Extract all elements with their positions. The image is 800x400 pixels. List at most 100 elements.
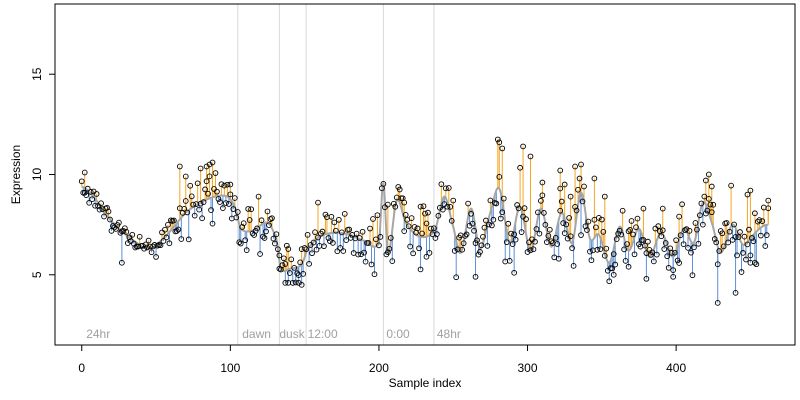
data-point bbox=[539, 192, 546, 199]
data-point bbox=[567, 193, 574, 200]
data-point bbox=[373, 236, 379, 243]
data-point bbox=[520, 143, 526, 150]
data-point bbox=[711, 236, 718, 242]
data-point bbox=[439, 206, 446, 213]
data-point bbox=[505, 220, 512, 227]
data-point bbox=[496, 139, 503, 146]
data-point bbox=[738, 269, 745, 275]
data-point bbox=[570, 262, 577, 269]
data-point bbox=[444, 203, 451, 210]
data-point bbox=[227, 181, 234, 188]
data-point bbox=[474, 237, 480, 244]
data-point bbox=[472, 240, 479, 246]
data-point bbox=[524, 249, 531, 255]
data-point bbox=[221, 182, 228, 189]
data-point bbox=[460, 240, 467, 247]
data-point bbox=[679, 201, 685, 208]
data-point bbox=[325, 235, 332, 241]
data-point bbox=[500, 195, 507, 202]
data-point bbox=[756, 217, 763, 223]
data-point bbox=[401, 228, 408, 234]
data-point bbox=[579, 198, 586, 205]
data-point bbox=[209, 220, 216, 227]
data-point bbox=[304, 231, 311, 238]
data-point bbox=[468, 210, 474, 217]
data-point bbox=[315, 234, 321, 241]
data-point bbox=[465, 200, 471, 207]
data-point bbox=[695, 240, 702, 247]
y-tick-label: 10 bbox=[30, 168, 44, 182]
data-point bbox=[463, 231, 470, 238]
data-point bbox=[752, 210, 758, 217]
data-point bbox=[536, 230, 543, 237]
data-point bbox=[312, 229, 318, 236]
data-point bbox=[752, 259, 758, 266]
x-tick-label: 100 bbox=[220, 361, 240, 375]
data-point bbox=[283, 242, 290, 249]
data-point bbox=[116, 219, 122, 226]
data-point bbox=[723, 220, 730, 226]
data-point bbox=[298, 281, 305, 288]
data-point bbox=[407, 243, 413, 250]
data-point bbox=[282, 261, 289, 267]
data-point bbox=[732, 234, 739, 240]
x-tick-label: 0 bbox=[78, 361, 85, 375]
data-point bbox=[634, 215, 641, 222]
data-point bbox=[567, 233, 574, 240]
data-point bbox=[741, 233, 748, 240]
data-points bbox=[78, 136, 772, 306]
data-point bbox=[633, 224, 639, 231]
data-point bbox=[362, 258, 369, 265]
data-point bbox=[600, 229, 607, 235]
data-point bbox=[619, 207, 626, 214]
x-tick-label: 400 bbox=[666, 361, 686, 375]
data-point bbox=[658, 233, 665, 240]
data-point bbox=[346, 226, 353, 233]
data-point bbox=[212, 170, 219, 176]
data-point bbox=[282, 279, 289, 286]
data-point bbox=[499, 145, 506, 152]
data-point bbox=[732, 289, 739, 296]
data-point bbox=[437, 204, 443, 211]
data-point bbox=[396, 186, 403, 193]
data-point bbox=[78, 178, 85, 185]
data-point bbox=[628, 218, 635, 224]
data-point bbox=[285, 279, 292, 286]
data-point bbox=[338, 229, 345, 236]
data-point bbox=[622, 257, 629, 264]
data-point bbox=[517, 164, 523, 171]
data-point bbox=[506, 257, 513, 264]
data-point bbox=[104, 204, 110, 211]
data-point bbox=[96, 206, 103, 213]
data-point bbox=[578, 232, 584, 238]
data-point bbox=[166, 240, 173, 247]
data-point bbox=[197, 200, 204, 207]
data-point bbox=[511, 231, 518, 238]
data-point bbox=[705, 171, 712, 178]
data-point bbox=[184, 209, 191, 216]
data-point bbox=[643, 275, 650, 282]
data-point bbox=[558, 198, 565, 205]
data-point bbox=[478, 242, 485, 249]
data-point bbox=[153, 254, 159, 260]
data-point bbox=[521, 205, 528, 212]
data-point bbox=[591, 175, 598, 182]
data-point bbox=[750, 238, 757, 245]
data-point bbox=[548, 238, 555, 245]
data-point bbox=[676, 213, 682, 220]
data-point bbox=[572, 204, 578, 210]
data-point bbox=[483, 217, 489, 224]
data-point bbox=[191, 212, 198, 219]
data-point bbox=[129, 231, 136, 238]
data-point bbox=[335, 216, 342, 223]
data-point bbox=[175, 226, 182, 233]
data-point bbox=[84, 185, 91, 192]
data-point bbox=[145, 237, 152, 244]
data-point bbox=[509, 241, 516, 247]
data-point bbox=[569, 245, 575, 251]
data-point bbox=[572, 163, 578, 170]
data-point bbox=[555, 255, 562, 262]
data-point bbox=[371, 271, 378, 278]
data-point bbox=[401, 199, 408, 206]
